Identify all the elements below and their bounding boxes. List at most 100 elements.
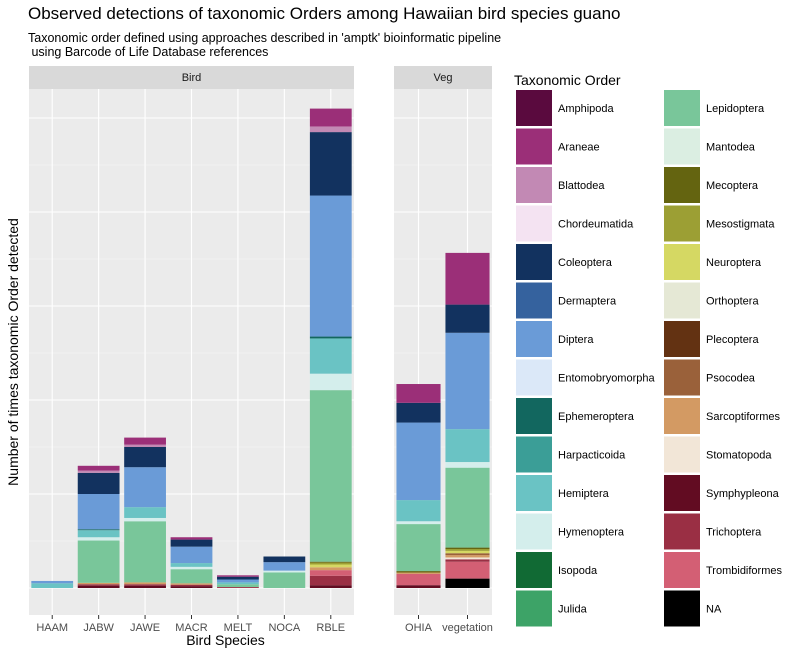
- bar-segment-vegetation-stomatopoda: [445, 557, 490, 560]
- legend-label-dermaptera: Dermaptera: [558, 296, 617, 308]
- bar-segment-rble-araneae: [309, 108, 352, 127]
- legend-label-isopoda: Isopoda: [558, 565, 598, 577]
- legend-key-stomatopoda: [664, 436, 700, 473]
- bar-segment-vegetation-hymenoptera: [445, 462, 490, 468]
- legend-key-psocodea: [664, 359, 700, 396]
- bar-segment-vegetation-diptera: [445, 332, 490, 430]
- legend-key-julida: [516, 590, 552, 627]
- bar-segment-jabw-coleoptera: [77, 472, 120, 494]
- legend-key-harpacticoida: [516, 436, 552, 473]
- bar-segment-melt-diptera: [217, 579, 259, 583]
- bar-segment-jawe-blattodea: [124, 444, 166, 447]
- bar-segment-noca-hymenoptera: [263, 570, 306, 573]
- legend-label-mantodea: Mantodea: [706, 142, 756, 154]
- legend-key-dermaptera: [516, 282, 552, 319]
- x-tick-label-jawe: JAWE: [130, 622, 160, 634]
- legend-label-neuroptera: Neuroptera: [706, 257, 762, 269]
- legend-label-chordeumatida: Chordeumatida: [558, 219, 634, 231]
- legend-label-blattodea: Blattodea: [558, 180, 605, 192]
- legend-label-psocodea: Psocodea: [706, 373, 756, 385]
- bar-segment-melt-hemiptera: [217, 582, 259, 585]
- legend-key-orthoptera: [664, 282, 700, 319]
- legend-key-symphypleona: [664, 475, 700, 511]
- legend-label-amphipoda: Amphipoda: [558, 103, 615, 115]
- legend-key-mantodea: [664, 128, 700, 165]
- legend-label-hemiptera: Hemiptera: [558, 488, 610, 500]
- x-tick-label-vegetation: vegetation: [442, 622, 493, 634]
- legend-key-blattodea: [516, 167, 552, 203]
- bar-segment-ohia-diptera: [396, 422, 441, 501]
- bar-segment-rble-diptera: [309, 195, 352, 337]
- x-tick-label-haam: HAAM: [36, 622, 68, 634]
- legend-key-isopoda: [516, 552, 552, 588]
- bar-segment-vegetation-lepidoptera: [445, 467, 490, 548]
- bar-segment-jawe-trichoptera: [124, 584, 166, 586]
- legend-title: Taxonomic Order: [514, 72, 621, 88]
- legend-key-hymenoptera: [516, 513, 552, 550]
- bar-segment-rble-lepidoptera: [309, 390, 352, 562]
- bar-segment-jawe-hemiptera: [124, 507, 166, 518]
- x-tick-label-macr: MACR: [175, 622, 207, 634]
- legend-key-chordeumatida: [516, 205, 552, 242]
- bar-segment-ohia-coleoptera: [396, 402, 441, 423]
- bar-segment-macr-symphypleona: [170, 586, 213, 588]
- legend-key-neuroptera: [664, 244, 700, 280]
- legend-key-entomobryomorpha: [516, 359, 552, 396]
- bar-segment-noca-diptera: [263, 562, 306, 571]
- bar-segment-rble-mecoptera: [309, 561, 352, 563]
- bar-segment-macr-trichoptera: [170, 584, 213, 587]
- bar-segment-rble-ephemeroptera: [309, 336, 352, 339]
- bar-segment-jawe-sarcoptiformes: [124, 582, 166, 585]
- legend-key-trombidiformes: [664, 552, 700, 588]
- bar-segment-jabw-blattodea: [77, 470, 120, 473]
- bar-segment-macr-coleoptera: [170, 539, 213, 547]
- bar-segment-rble-sarcoptiformes: [309, 567, 352, 571]
- legend-key-mesostigmata: [664, 205, 700, 242]
- x-tick-label-ohia: OHIA: [405, 622, 433, 634]
- bar-segment-jabw-hymenoptera: [77, 537, 120, 541]
- legend-label-harpacticoida: Harpacticoida: [558, 450, 626, 462]
- bar-segment-ohia-hemiptera: [396, 500, 441, 522]
- legend-label-na: NA: [706, 604, 722, 616]
- bar-segment-vegetation-sarcoptiformes: [445, 555, 490, 558]
- bar-segment-rble-blattodea: [309, 126, 352, 133]
- bar-segment-macr-araneae: [170, 537, 213, 540]
- facet-strip-bird: [29, 66, 354, 89]
- bar-segment-ohia-hymenoptera: [396, 521, 441, 525]
- bar-segment-melt-trichoptera: [217, 587, 259, 588]
- bar-segment-rble-hymenoptera: [309, 373, 352, 391]
- bar-segment-noca-lepidoptera: [263, 572, 306, 588]
- bar-segment-jabw-trichoptera: [77, 584, 120, 586]
- bar-segment-ohia-mecoptera: [396, 571, 441, 573]
- legend-label-mecoptera: Mecoptera: [706, 180, 759, 192]
- chart-subtitle: Taxonomic order defined using approaches…: [28, 31, 502, 59]
- legend-key-lepidoptera: [664, 90, 700, 126]
- bar-segment-jabw-sarcoptiformes: [77, 582, 120, 585]
- bar-segment-jabw-hemiptera: [77, 530, 120, 538]
- bar-segment-ohia-araneae: [396, 384, 441, 403]
- bar-segment-vegetation-psocodea: [445, 553, 490, 556]
- bar-segment-vegetation-na: [445, 578, 490, 588]
- legend-key-mecoptera: [664, 167, 700, 203]
- bar-segment-rble-hemiptera: [309, 338, 352, 374]
- bar-segment-macr-sarcoptiformes: [170, 583, 213, 585]
- bar-segment-melt-araneae: [217, 575, 259, 577]
- bar-segment-macr-hymenoptera: [170, 566, 213, 570]
- legend-label-sarcoptiformes: Sarcoptiformes: [706, 411, 780, 423]
- legend-label-trombidiformes: Trombidiformes: [706, 565, 782, 577]
- bar-segment-rble-mesostigmata: [309, 562, 352, 565]
- bar-segment-ohia-sarcoptiformes: [396, 572, 441, 574]
- x-tick-label-rble: RBLE: [316, 622, 345, 634]
- legend-label-stomatopoda: Stomatopoda: [706, 450, 772, 462]
- legend-label-mesostigmata: Mesostigmata: [706, 219, 775, 231]
- legend-label-plecoptera: Plecoptera: [706, 334, 759, 346]
- bar-segment-vegetation-neuroptera: [445, 550, 490, 554]
- legend-label-trichoptera: Trichoptera: [706, 527, 762, 539]
- bar-segment-ohia-symphypleona: [396, 585, 441, 588]
- legend-label-ephemeroptera: Ephemeroptera: [558, 411, 635, 423]
- legend-label-symphypleona: Symphypleona: [706, 488, 780, 500]
- bar-segment-vegetation-mesostigmata: [445, 548, 490, 551]
- bar-segment-rble-neuroptera: [309, 564, 352, 568]
- legend-label-hymenoptera: Hymenoptera: [558, 527, 625, 539]
